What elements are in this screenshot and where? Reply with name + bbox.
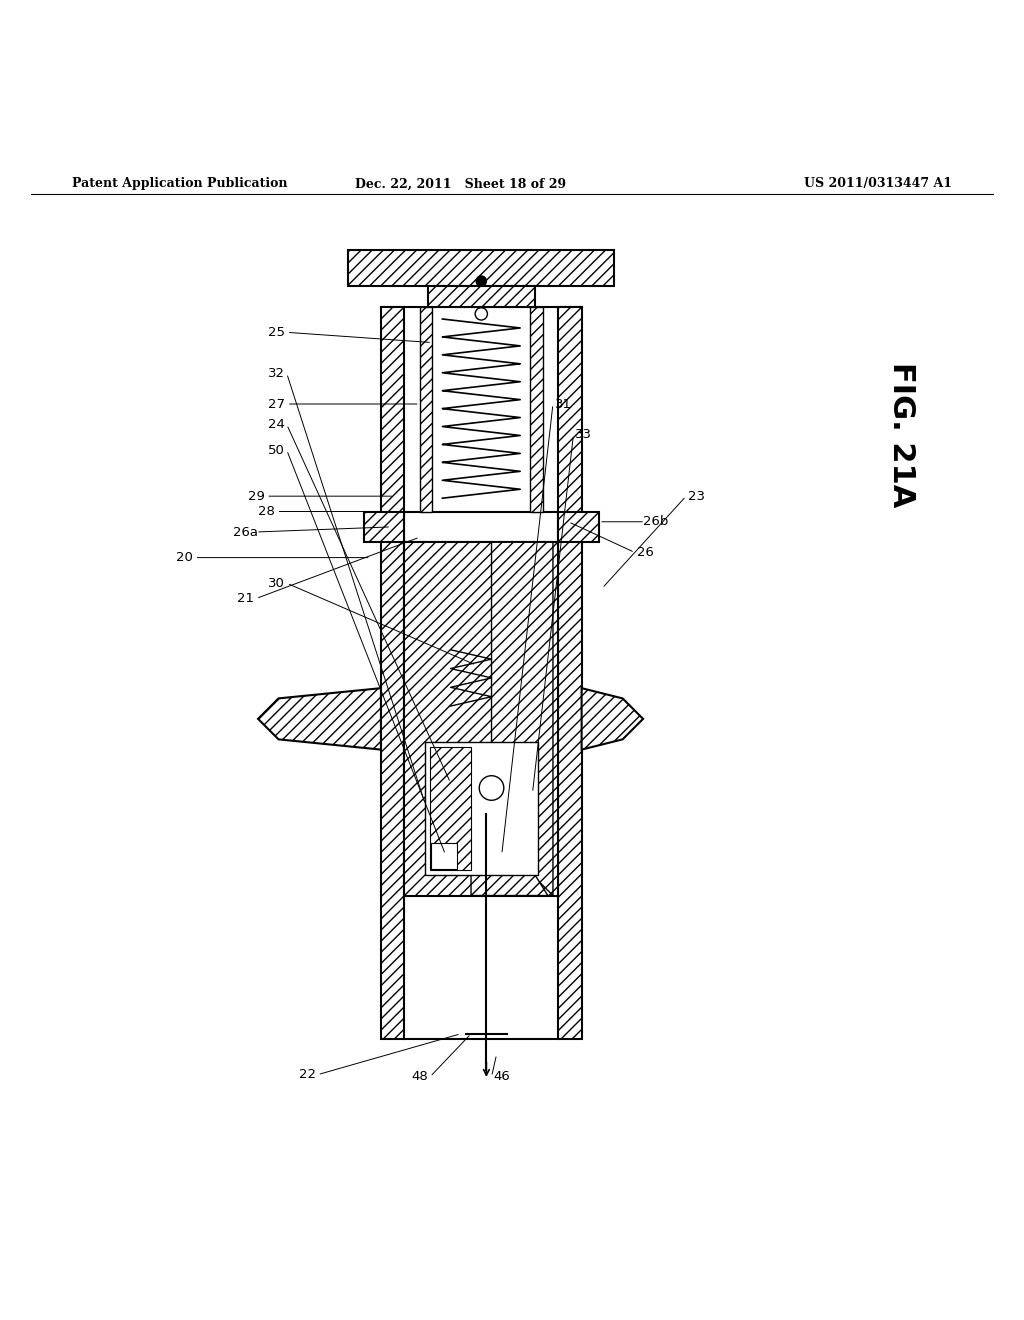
Text: 21: 21 (238, 593, 254, 605)
Polygon shape (492, 543, 553, 895)
Circle shape (476, 276, 486, 286)
Text: 22: 22 (299, 1068, 315, 1081)
Polygon shape (558, 306, 582, 1039)
Text: 32: 32 (268, 367, 285, 380)
Text: 48: 48 (412, 1071, 428, 1084)
Text: 31: 31 (555, 397, 571, 411)
Bar (425, 742, 538, 875)
Text: Patent Application Publication: Patent Application Publication (72, 177, 287, 190)
Polygon shape (558, 512, 599, 543)
Polygon shape (428, 286, 535, 306)
Text: 23: 23 (688, 490, 705, 503)
Text: 33: 33 (575, 428, 592, 441)
Polygon shape (348, 251, 614, 286)
Text: 46: 46 (494, 1071, 510, 1084)
Text: Dec. 22, 2011   Sheet 18 of 29: Dec. 22, 2011 Sheet 18 of 29 (355, 177, 566, 190)
Text: 50: 50 (268, 444, 285, 457)
Text: 24: 24 (268, 418, 285, 430)
Text: 28: 28 (258, 506, 274, 517)
Polygon shape (404, 543, 558, 895)
Text: 26b: 26b (643, 515, 668, 528)
Bar (431, 843, 457, 869)
Polygon shape (258, 688, 381, 750)
Text: 20: 20 (176, 552, 193, 564)
Polygon shape (364, 512, 404, 543)
Polygon shape (381, 306, 404, 1039)
Text: 27: 27 (268, 397, 285, 411)
Bar (430, 747, 471, 870)
Text: 25: 25 (268, 326, 285, 339)
Text: 26: 26 (637, 546, 653, 558)
Text: US 2011/0313447 A1: US 2011/0313447 A1 (804, 177, 952, 190)
Polygon shape (582, 688, 643, 750)
Polygon shape (530, 306, 543, 512)
Text: 26a: 26a (233, 525, 258, 539)
Text: 29: 29 (248, 490, 264, 503)
Polygon shape (420, 306, 432, 512)
Text: FIG. 21A: FIG. 21A (887, 362, 915, 507)
Text: 30: 30 (268, 577, 285, 590)
Polygon shape (471, 772, 548, 895)
